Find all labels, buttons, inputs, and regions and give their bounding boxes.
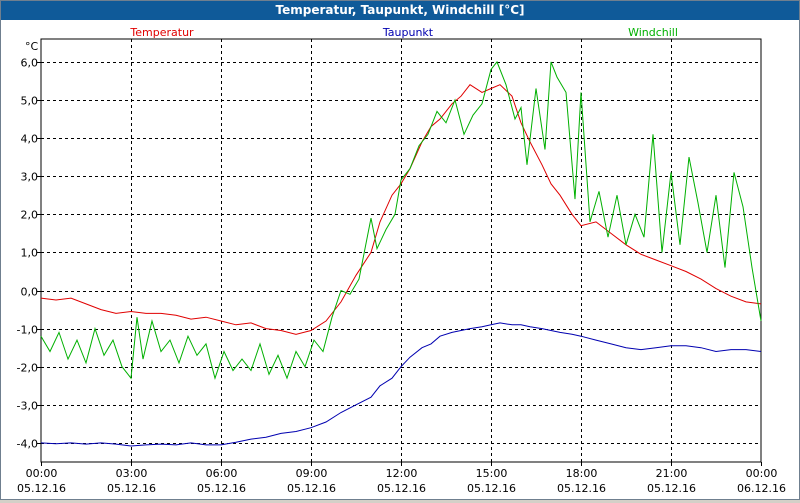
x-tick-date: 05.12.16 [287,482,336,495]
x-tick-time: 21:00 [656,467,688,480]
x-tick-time: 00:00 [746,467,778,480]
series-line-temperatur [40,84,762,335]
y-tick-label: 1,0 [21,247,39,260]
x-tick-time: 06:00 [206,467,238,480]
window-title: Temperatur, Taupunkt, Windchill [°C] [1,1,799,20]
series-line-windchill [40,60,762,380]
x-tick-time: 12:00 [386,467,418,480]
y-tick-label: -1,0 [17,324,38,337]
x-tick-date: 05.12.16 [197,482,246,495]
y-tick-label: -2,0 [17,362,38,375]
x-tick-time: 09:00 [296,467,328,480]
x-tick-time: 00:00 [26,467,58,480]
x-tick-date: 05.12.16 [377,482,426,495]
y-tick-label: 3,0 [21,171,39,184]
chart-area: 6,0 5,0 4,0 3,0 2,0 1,0 0,0 -1,0 -2,0 -3,0 -4,0 00:… [1,21,799,499]
legend-item-temperatur: Temperatur [129,26,194,39]
y-tick-label: 4,0 [21,133,39,146]
x-tick-date: 05.12.16 [107,482,156,495]
series-line-taupunkt [40,322,762,447]
line-chart: 6,0 5,0 4,0 3,0 2,0 1,0 0,0 -1,0 -2,0 -3,0 -4,0 00:… [17,26,786,495]
x-tick-date: 05.12.16 [17,482,66,495]
y-tick-label: -3,0 [17,400,38,413]
legend-item-taupunkt: Taupunkt [382,26,434,39]
y-tick-label: 5,0 [21,95,39,108]
x-tick-time: 03:00 [116,467,148,480]
y-axis-unit: °C [25,40,39,53]
y-tick-label: 0,0 [21,286,39,299]
x-tick-time: 15:00 [476,467,508,480]
x-tick-date: 05.12.16 [467,482,516,495]
y-tick-label: 6,0 [21,57,39,70]
x-tick-date: 05.12.16 [647,482,696,495]
x-tick-date: 05.12.16 [557,482,606,495]
legend-item-windchill: Windchill [628,26,678,39]
x-tick-date: 06.12.16 [737,482,786,495]
y-tick-label: 2,0 [21,209,39,222]
x-tick-time: 18:00 [566,467,598,480]
y-tick-label: -4,0 [17,438,38,451]
